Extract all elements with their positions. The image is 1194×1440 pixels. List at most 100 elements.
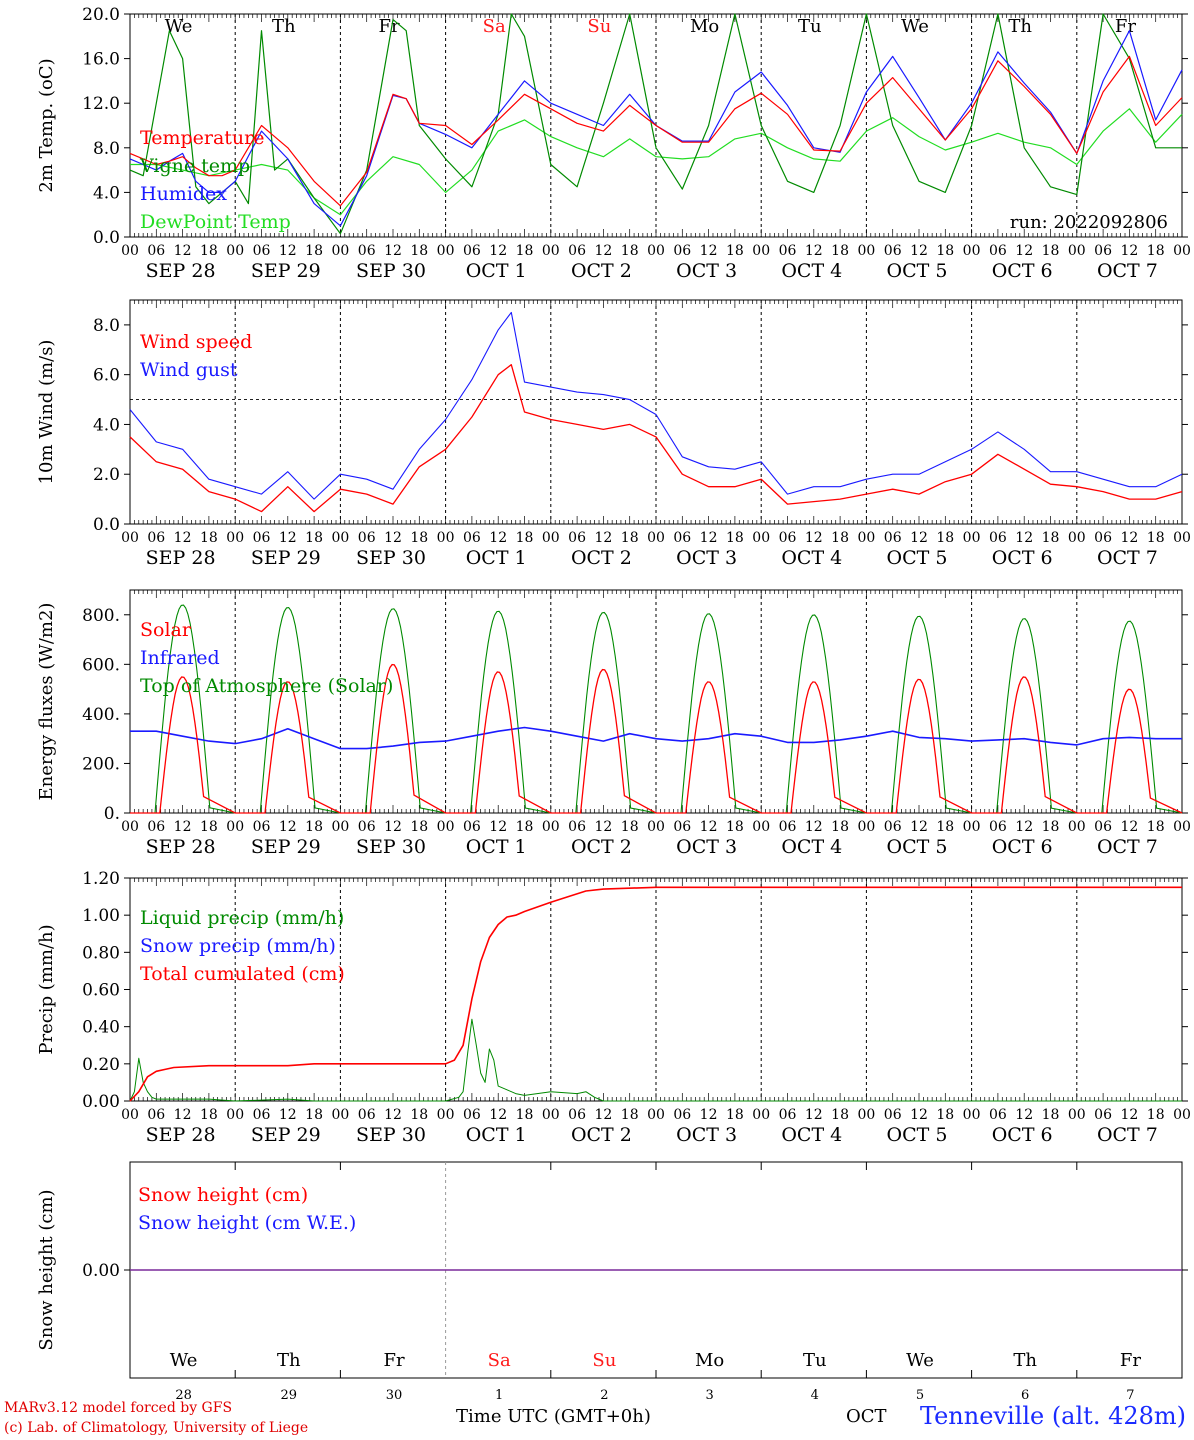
hour-label: 18 [726, 819, 744, 835]
hour-label: 00 [331, 819, 349, 835]
hour-label: 18 [936, 1107, 954, 1123]
y-tick-label: 8.0 [93, 139, 120, 159]
hour-label: 06 [779, 243, 797, 259]
weekday-label-bottom: Mo [695, 1350, 724, 1371]
y-tick-label: 16.0 [82, 50, 120, 70]
weekday-label-bottom: We [906, 1350, 934, 1371]
y-tick-label: 4.0 [93, 183, 120, 203]
date-label: OCT 2 [571, 547, 632, 569]
y-axis-label-0: 2m Temp. (oC) [36, 58, 57, 192]
hour-label: 00 [647, 530, 665, 546]
hour-label: 06 [779, 530, 797, 546]
hour-label: 12 [594, 1107, 612, 1123]
hour-label: 12 [1120, 243, 1138, 259]
date-label: OCT 5 [887, 1124, 948, 1146]
hour-label: 06 [147, 819, 165, 835]
legend-entry-0-2: Humidex [140, 183, 227, 205]
hour-label: 00 [226, 1107, 244, 1123]
series-line-liquid-precip [129, 1018, 1182, 1102]
date-label: OCT 1 [466, 836, 527, 858]
hour-label: 18 [621, 1107, 639, 1123]
hour-label: 18 [726, 530, 744, 546]
series-line-wind-gust [129, 311, 1183, 500]
hour-label: 06 [989, 1107, 1007, 1123]
weekday-label-bottom: Th [1013, 1350, 1037, 1371]
hour-label: 18 [305, 530, 323, 546]
date-label: SEP 29 [251, 547, 321, 569]
date-label: OCT 7 [1097, 547, 1158, 569]
hour-label: 06 [989, 243, 1007, 259]
hour-label: 12 [279, 1107, 297, 1123]
hour-label: 12 [594, 530, 612, 546]
legend-entry-1-0: Wind speed [140, 331, 252, 353]
weekday-label-bottom: Fr [383, 1350, 404, 1371]
weekday-label-top: Fr [378, 16, 399, 37]
hour-label: 06 [253, 819, 271, 835]
hour-label: 12 [1015, 530, 1033, 546]
date-label: OCT 2 [571, 1124, 632, 1146]
hour-label: 00 [542, 530, 560, 546]
legend-entry-4-1: Snow height (cm W.E.) [138, 1212, 356, 1234]
date-label: OCT 6 [992, 836, 1053, 858]
date-label: OCT 7 [1097, 260, 1158, 282]
hour-label: 06 [673, 530, 691, 546]
y-tick-label: 2.0 [93, 465, 120, 485]
date-label: OCT 4 [781, 1124, 842, 1146]
hour-label: 00 [331, 1107, 349, 1123]
credit-line-2: (c) Lab. of Climatology, University of L… [4, 1420, 309, 1436]
hour-label: 12 [1120, 1107, 1138, 1123]
hour-label: 18 [1042, 1107, 1060, 1123]
hour-label: 06 [673, 1107, 691, 1123]
y-tick-label: 800. [82, 606, 120, 626]
date-label: OCT 3 [676, 260, 737, 282]
hour-label: 18 [1147, 530, 1165, 546]
day-number-label: 3 [705, 1388, 713, 1403]
hour-label: 12 [384, 819, 402, 835]
hour-label: 06 [884, 1107, 902, 1123]
hour-label: 00 [542, 819, 560, 835]
hour-label: 18 [936, 243, 954, 259]
hour-label: 06 [673, 819, 691, 835]
hour-label: 06 [568, 1107, 586, 1123]
month-label: OCT [846, 1406, 887, 1427]
date-label: SEP 30 [356, 260, 426, 282]
hour-label: 06 [884, 530, 902, 546]
hour-label: 12 [489, 819, 507, 835]
y-tick-label: 1.00 [82, 906, 120, 926]
date-label: OCT 1 [466, 547, 527, 569]
date-label: OCT 7 [1097, 836, 1158, 858]
hour-label: 18 [410, 1107, 428, 1123]
hour-label: 18 [1042, 243, 1060, 259]
hour-label: 12 [489, 530, 507, 546]
hour-label: 18 [200, 243, 218, 259]
hour-label: 00 [121, 1107, 139, 1123]
hour-label: 00 [331, 530, 349, 546]
legend-entry-1-1: Wind gust [140, 359, 238, 381]
hour-label: 12 [279, 530, 297, 546]
y-tick-label: 20.0 [82, 5, 120, 25]
hour-label: 06 [463, 1107, 481, 1123]
date-label: SEP 28 [146, 260, 216, 282]
y-tick-label: 400. [82, 705, 120, 725]
date-label: OCT 3 [676, 1124, 737, 1146]
y-tick-label: 4.0 [93, 415, 120, 435]
hour-label: 00 [437, 1107, 455, 1123]
hour-label: 00 [647, 819, 665, 835]
credit-line-1: MARv3.12 model forced by GFS [4, 1400, 233, 1416]
hour-label: 18 [516, 819, 534, 835]
hour-label: 18 [936, 819, 954, 835]
hour-label: 06 [463, 819, 481, 835]
hour-label: 18 [621, 530, 639, 546]
hour-label: 12 [1120, 819, 1138, 835]
hour-label: 18 [410, 243, 428, 259]
hour-label: 06 [147, 243, 165, 259]
hour-label: 06 [568, 819, 586, 835]
hour-label: 06 [673, 243, 691, 259]
hour-label: 00 [331, 243, 349, 259]
y-tick-label: 0. [104, 804, 120, 824]
hour-label: 12 [279, 243, 297, 259]
hour-label: 18 [410, 530, 428, 546]
hour-label: 00 [857, 819, 875, 835]
legend-entry-4-0: Snow height (cm) [138, 1184, 308, 1206]
hour-label: 12 [174, 819, 192, 835]
